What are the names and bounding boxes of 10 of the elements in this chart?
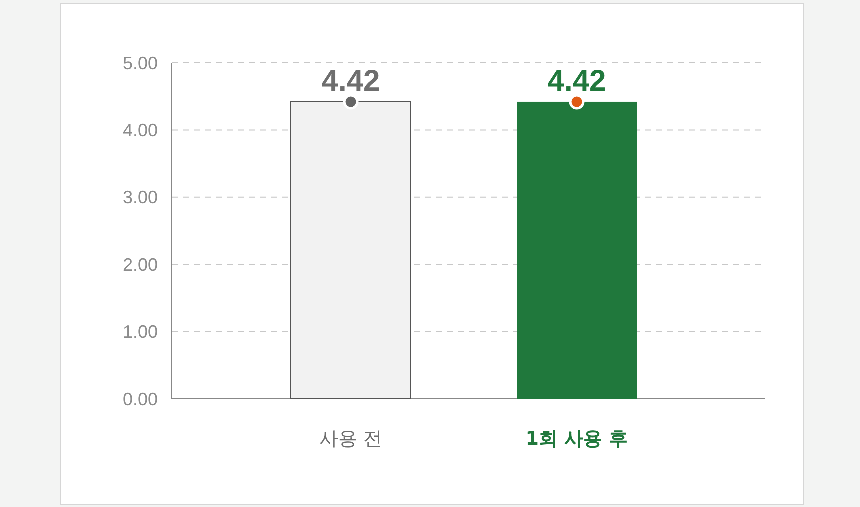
x-tick-label: 1회 사용 후	[526, 428, 628, 450]
y-tick-label: 5.00	[122, 53, 158, 74]
y-tick-label: 1.00	[122, 322, 158, 342]
y-tick-label: 3.00	[122, 188, 158, 208]
y-tick-label: 0.00	[122, 389, 158, 410]
y-tick-label: 2.00	[122, 254, 158, 275]
x-tick-label: 사용 전	[319, 428, 383, 450]
y-tick-label: 4.00	[122, 120, 158, 140]
data-label: 4.42	[322, 64, 380, 98]
data-label: 4.42	[548, 64, 606, 98]
